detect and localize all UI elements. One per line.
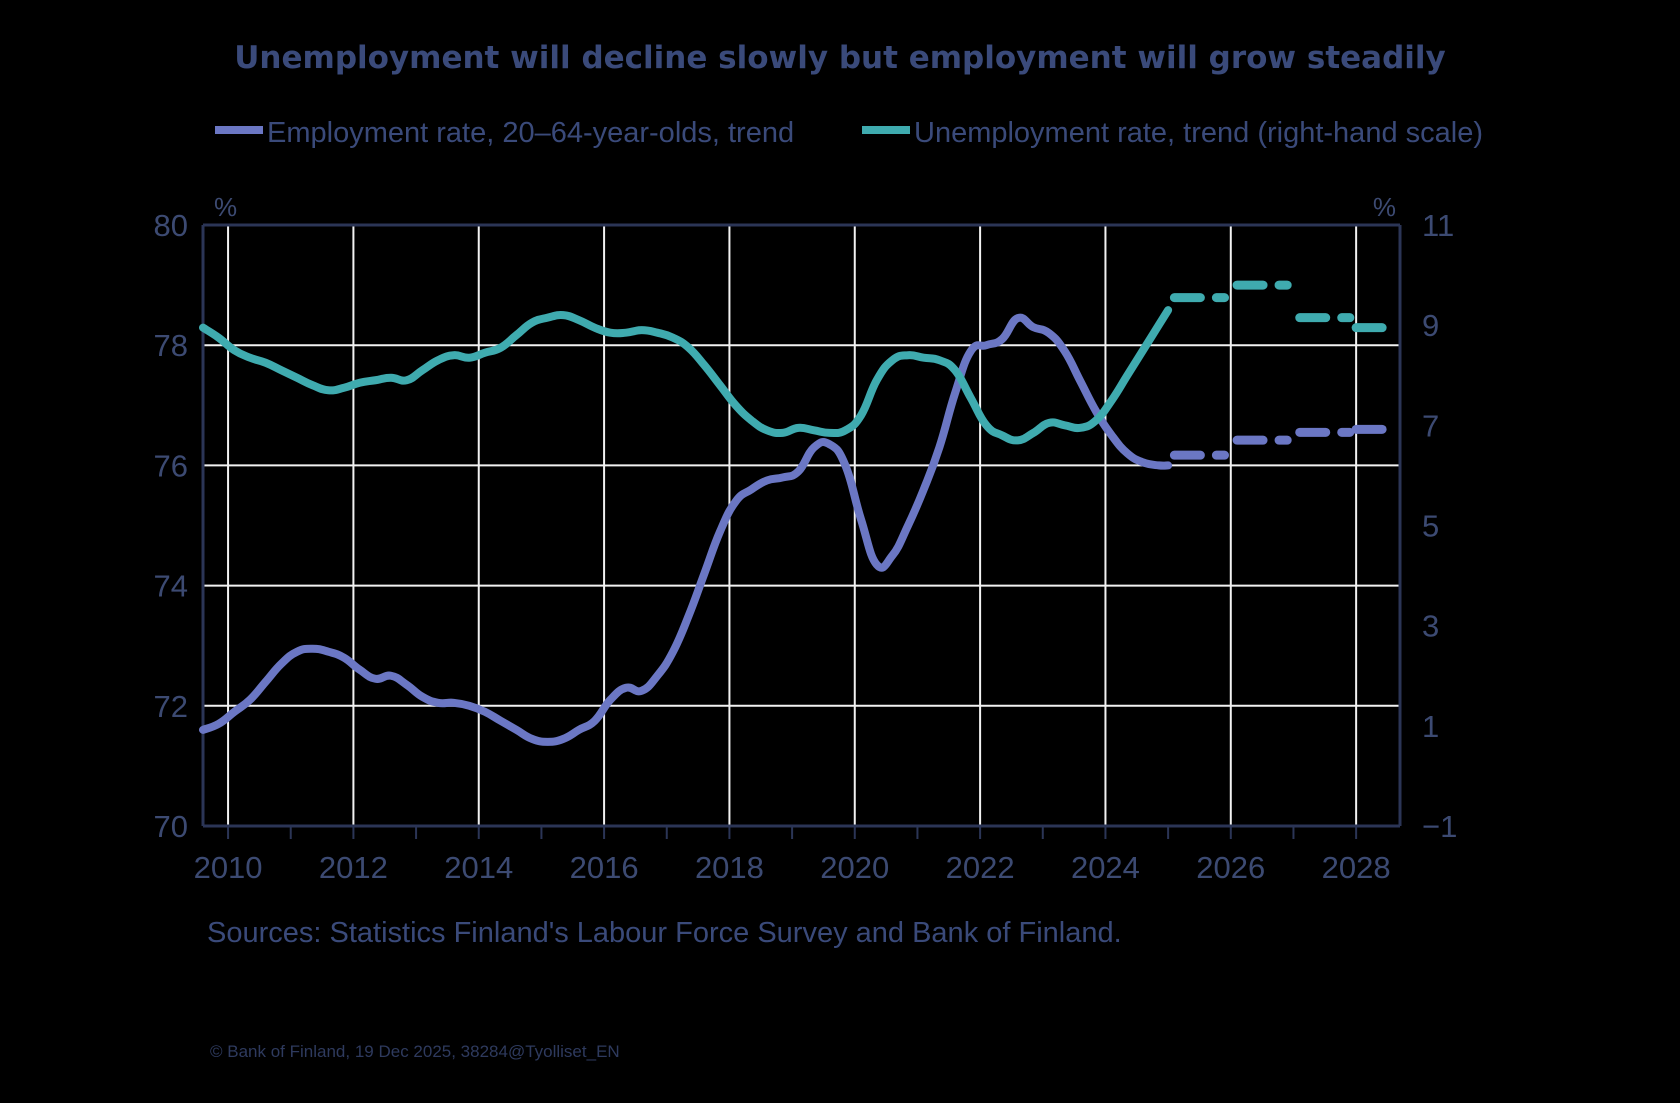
left-axis-tick-label: 74	[154, 569, 188, 604]
legend-label-unemployment-rate: Unemployment rate, trend (right-hand sca…	[914, 117, 1483, 149]
x-axis-tick-label: 2016	[570, 850, 639, 885]
left-axis-tick-label: 70	[154, 809, 188, 844]
left-axis-tick-label: 76	[154, 448, 188, 483]
legend-item-employment-rate: Employment rate, 20–64-year-olds, trend	[215, 117, 794, 149]
right-axis-unit-label: %	[1373, 192, 1396, 222]
left-axis-unit-label: %	[214, 192, 237, 222]
right-axis-tick-label: 1	[1422, 709, 1439, 744]
right-axis-tick-label: 11	[1422, 208, 1454, 243]
right-axis-tick-label: 7	[1422, 408, 1439, 443]
x-axis-ticks: 2010 2012 2014 2016 2018 2020 2022 2024 2026 2028	[194, 826, 1391, 885]
x-axis-tick-label: 2014	[444, 850, 513, 885]
left-axis-ticks: 80 78 76 74 72 70	[154, 208, 188, 844]
legend-label-employment-rate: Employment rate, 20–64-year-olds, trend	[267, 117, 794, 149]
right-axis-tick-label: −1	[1422, 809, 1457, 844]
series-line	[199, 306, 1173, 445]
x-axis-tick-label: 2024	[1071, 850, 1140, 885]
right-axis-tick-label: 3	[1422, 609, 1439, 644]
legend-item-unemployment-rate: Unemployment rate, trend (right-hand sca…	[862, 117, 1483, 149]
left-axis-tick-label: 78	[154, 328, 188, 363]
copyright-note: © Bank of Finland, 19 Dec 2025, 38284@Ty…	[210, 1042, 620, 1061]
chart-title: Unemployment will decline slowly but emp…	[234, 40, 1445, 76]
series-unemployment-rate	[199, 280, 1402, 445]
x-axis-tick-label: 2012	[319, 850, 388, 885]
chart-legend: Employment rate, 20–64-year-olds, trend U…	[215, 117, 1483, 149]
x-axis-tick-label: 2026	[1196, 850, 1265, 885]
x-axis-tick-label: 2018	[695, 850, 764, 885]
data-series	[199, 280, 1402, 746]
x-axis-tick-label: 2020	[820, 850, 889, 885]
source-note: Sources: Statistics Finland's Labour For…	[207, 917, 1122, 949]
right-axis-tick-label: 9	[1422, 308, 1439, 343]
series-line	[199, 313, 1173, 746]
left-axis-tick-label: 72	[154, 689, 188, 724]
left-axis-tick-label: 80	[154, 208, 188, 243]
right-axis-tick-label: 5	[1422, 509, 1439, 544]
series-employment-rate	[199, 313, 1402, 746]
x-axis-tick-label: 2022	[946, 850, 1015, 885]
right-axis-ticks: 11 9 7 5 3 1 −1	[1422, 208, 1457, 844]
x-axis-tick-label: 2010	[194, 850, 263, 885]
x-axis-tick-label: 2028	[1322, 850, 1391, 885]
